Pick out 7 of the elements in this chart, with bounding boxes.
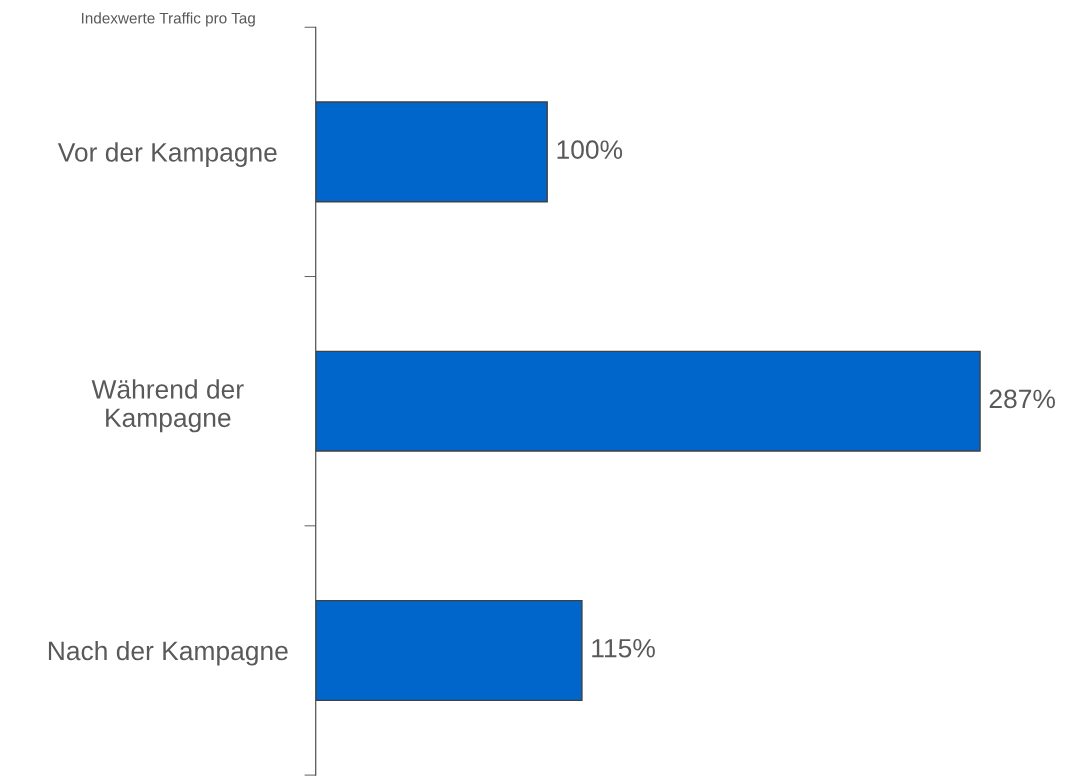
data-label: 287% xyxy=(989,389,1055,409)
y-tick-label: Vor der Kampagne xyxy=(57,142,277,167)
data-label: 115% xyxy=(592,638,655,658)
data-label: 100% xyxy=(557,140,623,159)
y-tick-label: Nach der Kampagne xyxy=(48,640,288,666)
text: Indexwerte Traffic pro Tag xyxy=(81,12,255,27)
y-tick-label: Während der Kampagne xyxy=(91,379,244,433)
